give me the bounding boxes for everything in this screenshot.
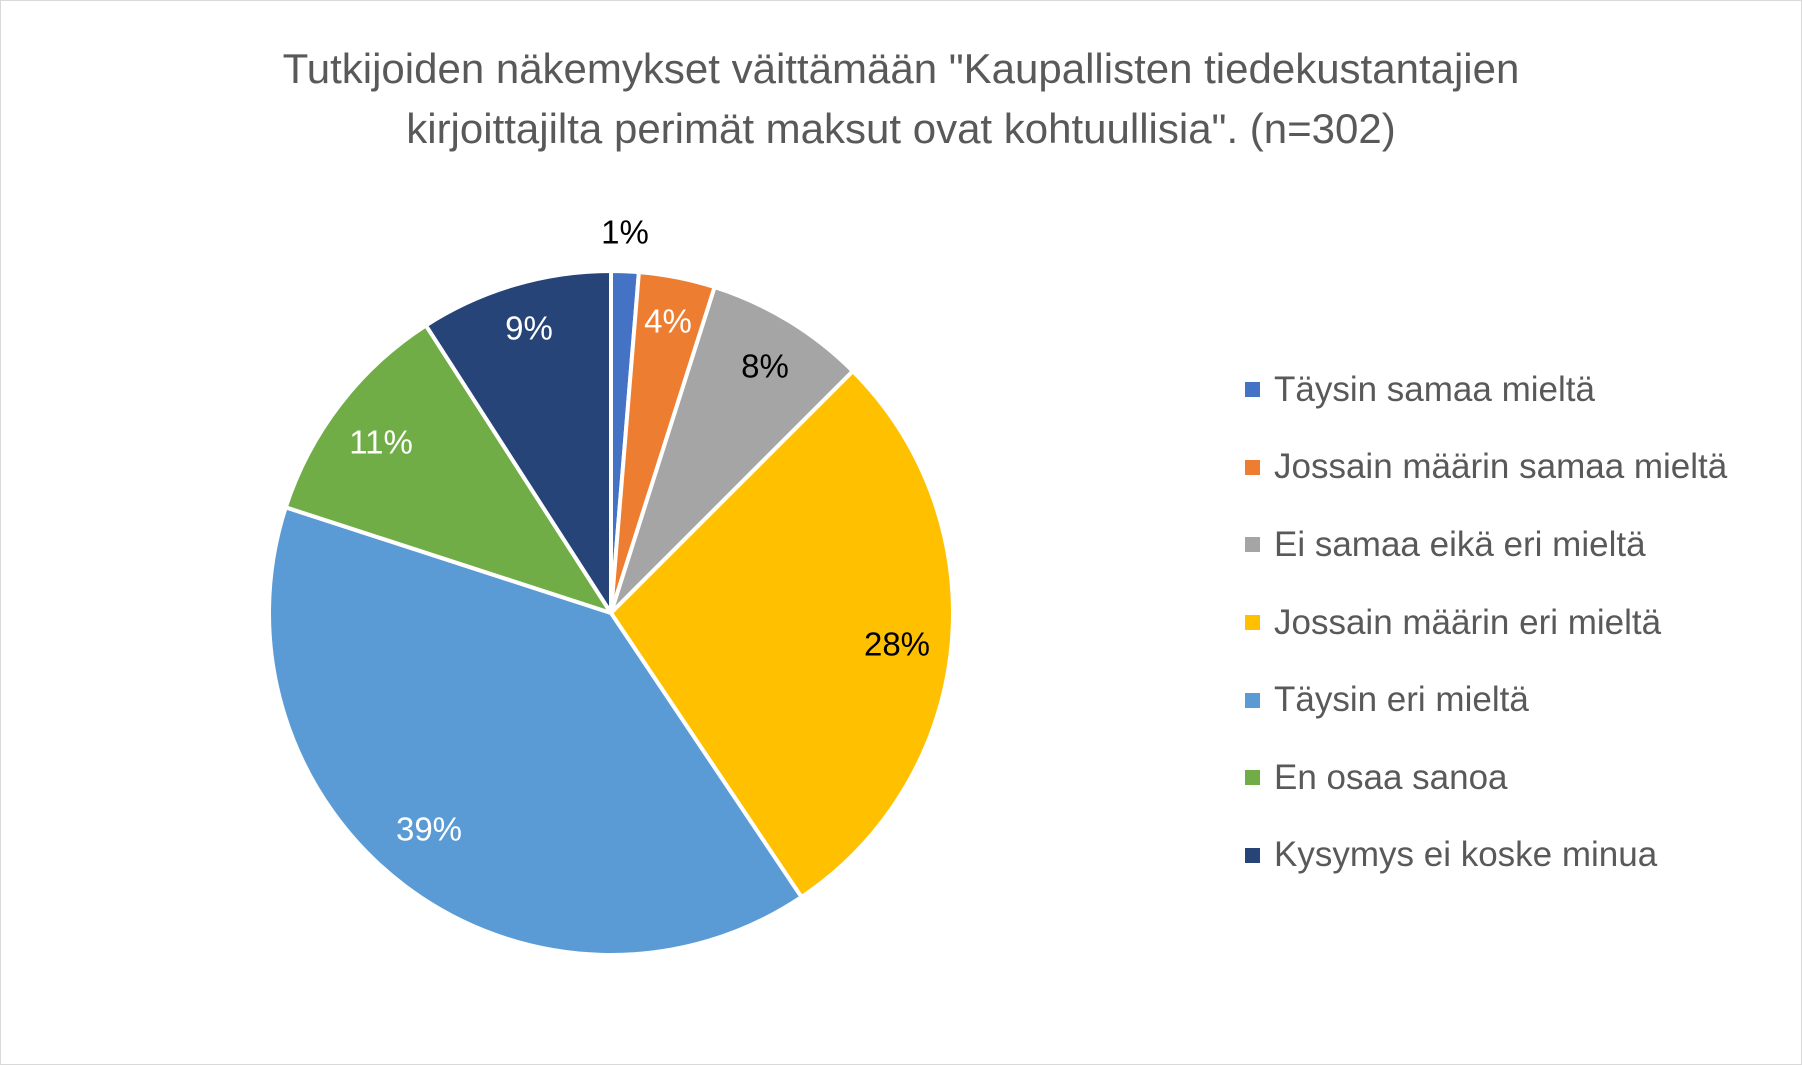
legend-item-6: En osaa sanoa [1245, 739, 1727, 817]
legend-item-7: Kysymys ei koske minua [1245, 817, 1727, 895]
legend-label-6: En osaa sanoa [1274, 757, 1508, 797]
legend-swatch-2 [1245, 459, 1260, 475]
legend-label-4: Jossain määrin eri mieltä [1274, 602, 1662, 642]
legend-item-2: Jossain määrin samaa mieltä [1245, 429, 1727, 507]
legend-item-4: Jossain määrin eri mieltä [1245, 584, 1727, 662]
chart-title-line-2: kirjoittajilta perimät maksut ovat kohtu… [406, 105, 1396, 152]
pie-slice-7 [423, 269, 613, 615]
legend-label-2: Jossain määrin samaa mieltä [1274, 447, 1728, 487]
pie-slices [267, 269, 955, 957]
legend: Täysin samaa mieltä Jossain määrin samaa … [1245, 351, 1727, 894]
pie-data-label-1: 1% [601, 214, 649, 251]
chart-title: Tutkijoiden näkemykset väittämään "Kaupa… [1, 39, 1801, 159]
legend-swatch-4 [1245, 615, 1260, 631]
pie-data-label-3: 8% [741, 348, 789, 385]
legend-swatch-1 [1245, 382, 1260, 398]
legend-swatch-7 [1245, 847, 1260, 863]
pie-data-labels: 1% 4% 8% 28% 39% 11% 9% [349, 214, 930, 848]
pie-data-label-5: 39% [396, 811, 462, 848]
legend-label-3: Ei samaa eikä eri mieltä [1274, 524, 1646, 564]
chart-title-line-1: Tutkijoiden näkemykset väittämään "Kaupa… [282, 45, 1520, 92]
legend-label-7: Kysymys ei koske minua [1274, 835, 1658, 875]
legend-item-1: Täysin samaa mieltä [1245, 351, 1727, 429]
legend-label-5: Täysin eri mieltä [1274, 680, 1529, 720]
pie-data-label-6: 11% [349, 424, 413, 461]
legend-swatch-5 [1245, 692, 1260, 708]
pie-slice-6 [283, 323, 613, 615]
pie-data-label-4: 28% [864, 626, 930, 663]
legend-swatch-3 [1245, 537, 1260, 553]
pie-slice-4 [609, 369, 955, 900]
legend-swatch-6 [1245, 770, 1260, 786]
legend-item-5: Täysin eri mieltä [1245, 661, 1727, 739]
pie-slice-5 [267, 505, 804, 957]
pie-data-label-2: 4% [644, 303, 692, 340]
pie-slice-3 [609, 285, 855, 615]
legend-label-1: Täysin samaa mieltä [1274, 369, 1595, 409]
pie-data-label-7: 9% [505, 310, 553, 347]
legend-item-3: Ei samaa eikä eri mieltä [1245, 506, 1727, 584]
